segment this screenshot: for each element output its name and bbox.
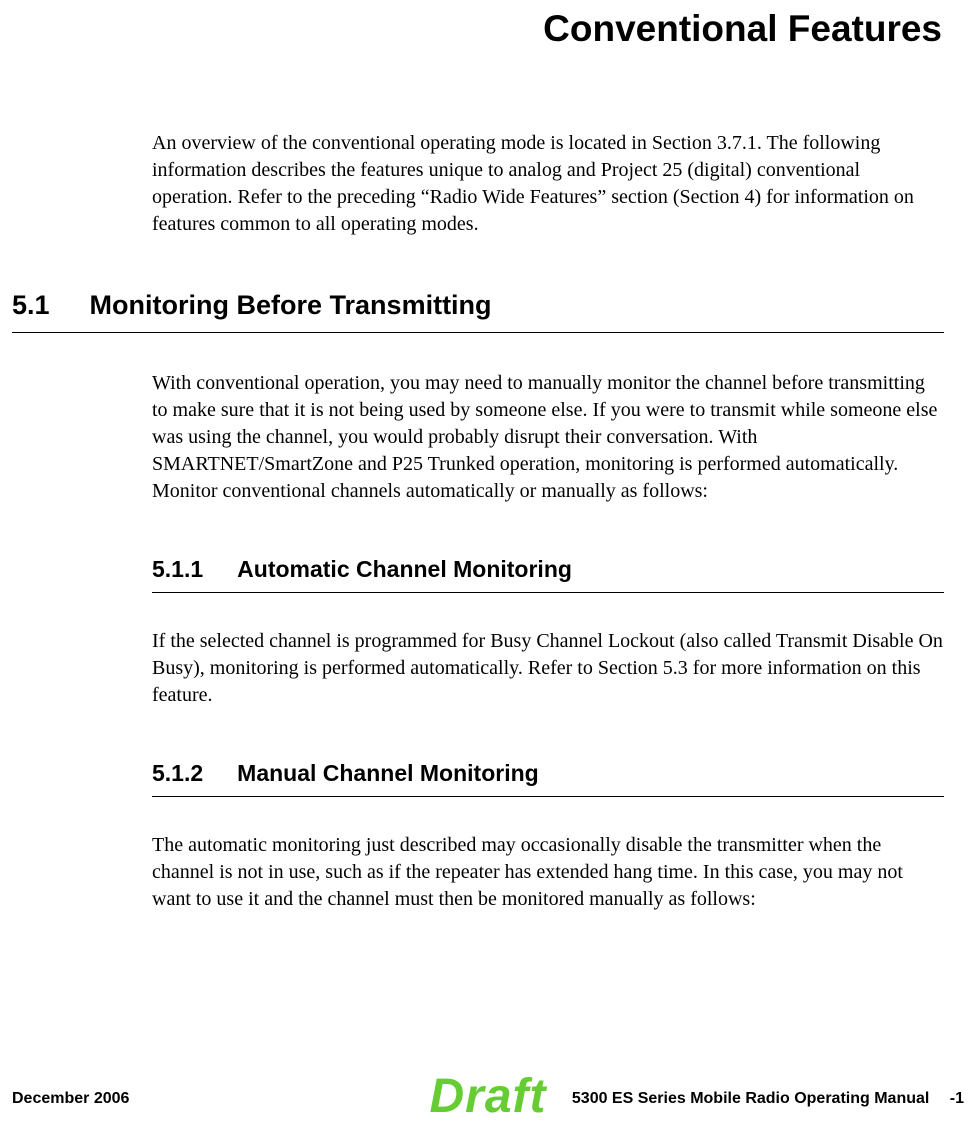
intro-paragraph: An overview of the conventional operatin…	[152, 130, 942, 238]
subsection-1-rule	[152, 592, 944, 593]
section-heading-row: 5.1 Monitoring Before Transmitting	[12, 290, 942, 321]
section-body: With conventional operation, you may nee…	[152, 370, 944, 505]
subsection-1-heading-row: 5.1.1 Automatic Channel Monitoring	[152, 556, 944, 583]
subsection-2-number: 5.1.2	[152, 760, 203, 787]
subsection-2-body: The automatic monitoring just described …	[152, 832, 944, 913]
subsection-2-rule	[152, 796, 944, 797]
page-title: Conventional Features	[543, 8, 942, 50]
draft-watermark: Draft	[429, 1069, 546, 1124]
subsection-1-body: If the selected channel is programmed fo…	[152, 628, 944, 709]
subsection-1-number: 5.1.1	[152, 556, 203, 583]
subsection-2-heading-row: 5.1.2 Manual Channel Monitoring	[152, 760, 944, 787]
subsection-1-title: Automatic Channel Monitoring	[237, 556, 572, 583]
section-title: Monitoring Before Transmitting	[90, 290, 492, 321]
section-number: 5.1	[12, 290, 50, 321]
footer-date: December 2006	[12, 1090, 129, 1108]
subsection-2-title: Manual Channel Monitoring	[237, 760, 539, 787]
section-rule	[12, 332, 944, 333]
footer-manual-title: 5300 ES Series Mobile Radio Operating Ma…	[572, 1090, 964, 1108]
